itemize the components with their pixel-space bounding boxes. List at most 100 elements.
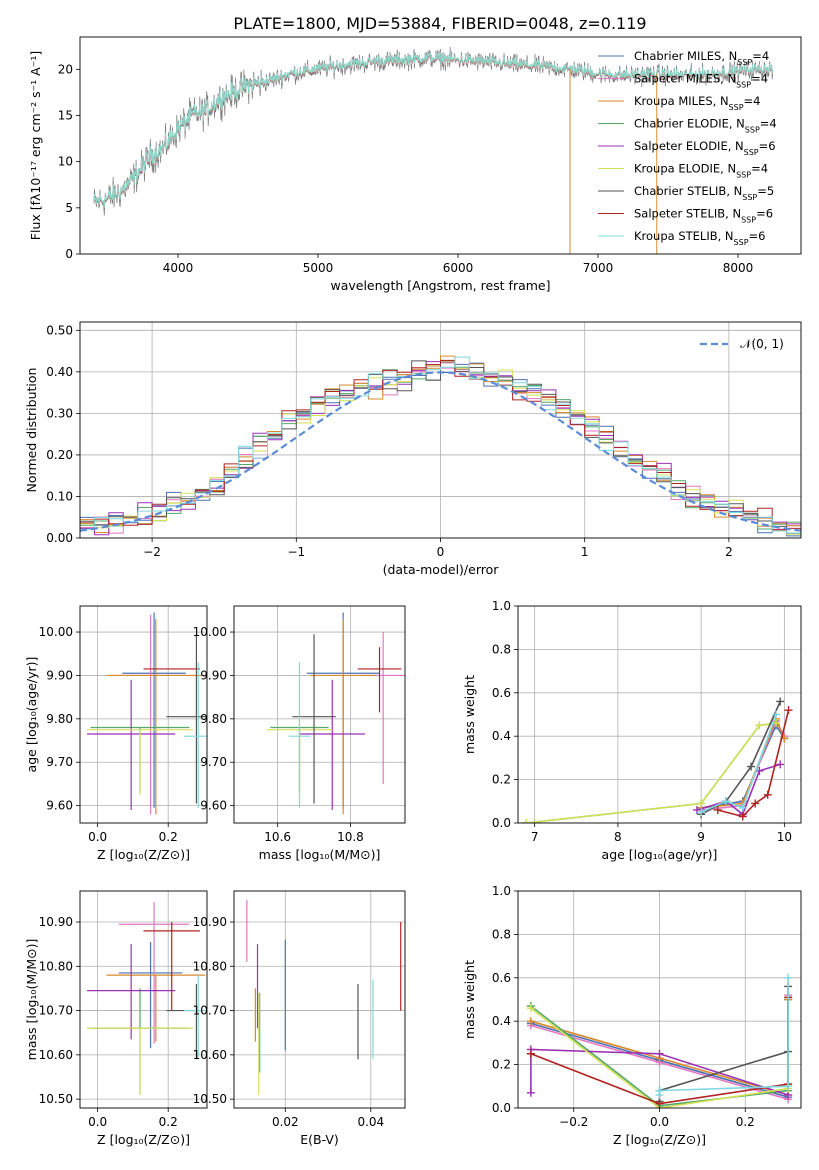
mass-weight-line (658, 977, 789, 1095)
x-axis-label: wavelength [Angstrom, rest frame] (330, 278, 550, 293)
legend-count: =5 (757, 184, 774, 198)
x-tick-label: 7 (531, 830, 539, 844)
mass-weight-marker (526, 1088, 535, 1097)
y-tick-label: 9.60 (46, 799, 73, 813)
y-axis-label: mass [log₁₀(M/M⊙)] (24, 939, 39, 1061)
mass-weight-marker (697, 799, 706, 808)
mass-weight-marker (522, 819, 531, 823)
x-tick-label: 8 (614, 830, 622, 844)
mass-weight-line (658, 986, 789, 1102)
axes-frame (233, 605, 406, 824)
y-tick-label: 20 (58, 62, 73, 76)
plot-area (80, 322, 801, 538)
mass-weight-line (526, 722, 777, 823)
mass-weight-line (526, 722, 777, 823)
x-tick-label: 0 (437, 545, 445, 559)
plot-area (234, 891, 405, 1108)
x-tick-label: −1 (287, 545, 305, 559)
y-tick-label: 0.6 (492, 971, 511, 985)
mass-weight-marker (738, 812, 747, 821)
y-tick-label: 10 (58, 155, 73, 169)
x-axis-label: Z [log₁₀(Z/Z⊙)] (97, 1132, 190, 1147)
y-tick-label: 10.60 (193, 1048, 227, 1062)
legend-subscript: SSP (741, 215, 756, 224)
y-tick-label: 10.80 (39, 959, 73, 973)
y-tick-label: 10.00 (39, 625, 73, 639)
y-tick-label: 0.4 (492, 729, 511, 743)
legend-label: Kroupa STELIB, NSSP=6 (634, 229, 765, 247)
axes-frame (233, 890, 406, 1109)
mass-weight-marker (784, 1082, 793, 1091)
axes-frame (517, 605, 802, 824)
y-tick-label: 9.70 (46, 755, 73, 769)
x-tick-label: 6000 (443, 261, 474, 275)
legend-label: Chabrier MILES, NSSP=4 (634, 49, 769, 67)
panel-spectrum: 4000 5000 6000 7000 8000 0 5 10 15 20 wavelength [… (28, 36, 802, 293)
x-axis-label: Z [log₁₀(Z/Z⊙)] (613, 1132, 706, 1147)
x-axis-label: Z [log₁₀(Z/Z⊙)] (97, 847, 190, 862)
plot-area (80, 891, 207, 1108)
x-tick-label: −0.2 (559, 1115, 588, 1129)
legend-subscript: SSP (736, 80, 751, 89)
panel-mass-vs-Z: 0.0 0.2 10.50 10.60 10.70 10.80 10.90 Z [log₁₀(… (24, 890, 208, 1147)
mass-weight-marker (751, 799, 760, 808)
x-tick-label: 10 (777, 830, 792, 844)
mass-weight-marker (526, 1004, 535, 1013)
mass-weight-marker (526, 1017, 535, 1026)
mass-weight-marker (526, 1049, 535, 1058)
y-tick-label: 0.2 (492, 773, 511, 787)
panel-age-vs-mass: 10.6 10.8 9.60 9.70 9.80 9.90 10.00 mass [log₁₀… (193, 605, 406, 862)
legend-label: Salpeter ELODIE, NSSP=6 (634, 139, 776, 157)
legend-count: =4 (744, 94, 761, 108)
y-tick-label: 9.80 (200, 712, 227, 726)
y-tick-label: 9.80 (46, 712, 73, 726)
residual-histogram (80, 360, 801, 534)
legend-subscript: SSP (745, 125, 760, 134)
y-tick-label: 0.50 (46, 323, 73, 337)
x-tick-label: 8000 (723, 261, 754, 275)
y-tick-label: 10.90 (193, 915, 227, 929)
x-tick-label: 0.0 (650, 1115, 669, 1129)
mass-weight-line (530, 1007, 789, 1108)
y-axis-label: mass weight (462, 675, 477, 754)
x-tick-label: 7000 (583, 261, 614, 275)
model-spectrum-line (93, 51, 773, 208)
legend-label: Salpeter MILES, NSSP=4 (634, 72, 768, 90)
mass-weight-marker (655, 1086, 664, 1095)
x-tick-label: 0.0 (88, 1115, 107, 1129)
legend-normal-label: 𝒩(0, 1) (740, 337, 784, 351)
y-tick-label: 0.8 (492, 927, 511, 941)
y-tick-label: 0.20 (46, 448, 73, 462)
x-tick-label: 10.6 (264, 830, 291, 844)
y-tick-label: 10.90 (39, 915, 73, 929)
legend-label: Salpeter STELIB, NSSP=6 (634, 207, 773, 225)
axes-frame (79, 36, 802, 255)
x-tick-label: 0.2 (736, 1115, 755, 1129)
x-axis-label: E(B-V) (300, 1132, 339, 1147)
y-tick-label: 1.0 (492, 599, 511, 613)
panel-massweight-vs-Z: −0.2 0.0 0.2 0.0 0.2 0.4 0.6 0.8 1.0 Z [log₁₀(Z/Z… (462, 884, 802, 1147)
legend-count: =4 (751, 162, 768, 176)
plot-area (518, 891, 801, 1108)
y-tick-label: 0.8 (492, 642, 511, 656)
y-tick-label: 0.30 (46, 406, 73, 420)
y-tick-label: 5 (65, 201, 73, 215)
y-tick-label: 9.70 (200, 755, 227, 769)
plot-area (80, 606, 207, 823)
x-tick-label: −2 (143, 545, 161, 559)
legend-subscript: SSP (737, 58, 752, 67)
y-tick-label: 9.60 (200, 799, 227, 813)
x-tick-label: 0.04 (357, 1115, 384, 1129)
y-tick-label: 10.50 (193, 1092, 227, 1106)
mass-weight-marker (763, 790, 772, 799)
x-axis-label: (data-model)/error (383, 562, 500, 577)
y-tick-label: 0.0 (492, 1101, 511, 1115)
y-tick-label: 10.80 (193, 959, 227, 973)
y-tick-label: 1.0 (492, 884, 511, 898)
legend-label: Chabrier STELIB, NSSP=5 (634, 184, 774, 202)
y-tick-label: 0 (65, 247, 73, 261)
legend-count: =6 (759, 139, 776, 153)
legend-count: =4 (751, 72, 768, 86)
x-tick-label: 0.2 (159, 830, 178, 844)
y-tick-label: 0.6 (492, 686, 511, 700)
